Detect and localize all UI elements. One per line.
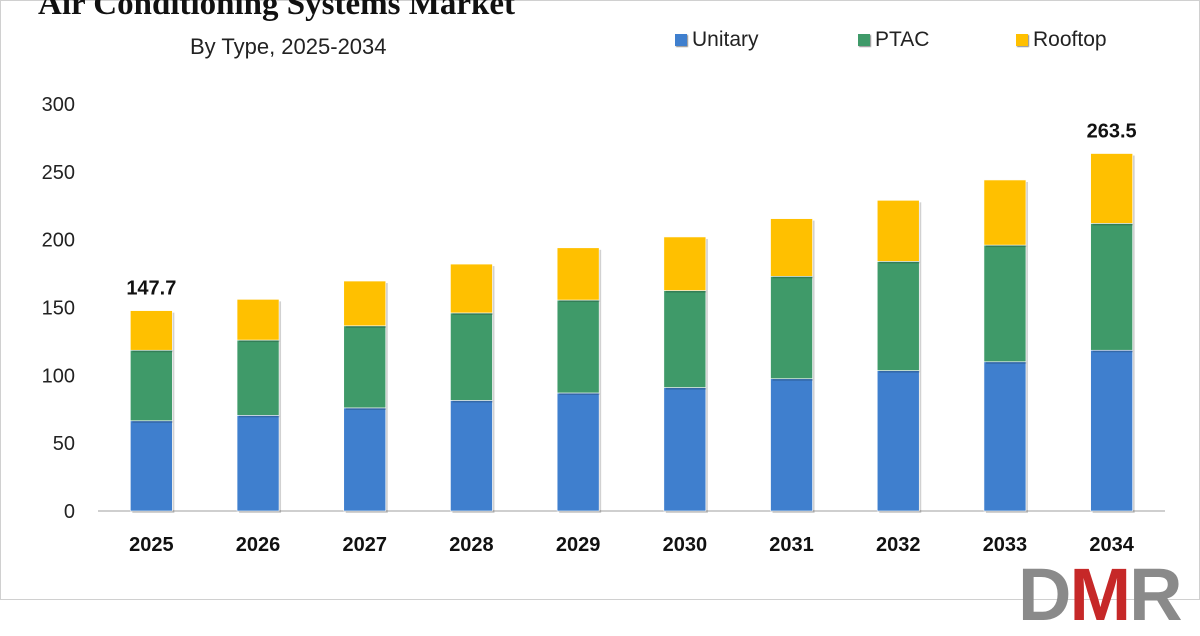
y-tick-label: 0 [64, 501, 75, 523]
brand-logo: DMR [1018, 553, 1183, 636]
bar-segment-unitary [236, 415, 280, 512]
y-tick-label: 50 [53, 433, 75, 455]
x-tick-label: 2026 [236, 534, 281, 556]
bar-segment-ptac [663, 290, 707, 388]
legend-label-ptac: PTAC [875, 28, 930, 51]
bar-segment-ptac [556, 299, 600, 394]
chart-subtitle: By Type, 2025-2034 [190, 34, 387, 59]
legend-swatch-unitary [675, 34, 687, 46]
bar-segment-unitary [770, 378, 813, 512]
legend-item-rooftop: Rooftop [1016, 28, 1107, 52]
bar-segment-unitary [556, 392, 600, 512]
bar-segment-ptac [343, 325, 387, 409]
chart-title: Air Conditioning Systems Market [38, 0, 515, 22]
y-tick-label: 200 [42, 230, 75, 252]
bar-segment-rooftop [1090, 153, 1133, 224]
bar-segment-ptac [236, 339, 280, 416]
x-tick-label: 2025 [129, 534, 174, 556]
stacked-bar-chart: 0 50 100 150 200 250 300 2025 2026 2027 2028 2029 20… [42, 94, 1165, 556]
bar-segment-ptac [983, 244, 1027, 363]
x-tick-label: 2034 [1089, 534, 1134, 556]
bar-segment-rooftop [343, 280, 387, 327]
total-value-label: 263.5 [1087, 121, 1137, 143]
bar-segment-unitary [343, 407, 387, 512]
bar-segment-rooftop [876, 200, 920, 262]
bar-segment-unitary [983, 361, 1027, 512]
legend-label-rooftop: Rooftop [1033, 28, 1107, 51]
legend-item-unitary: Unitary [675, 28, 759, 52]
y-tick-label: 250 [42, 162, 75, 184]
bar-segment-unitary [876, 370, 920, 512]
bar-segment-ptac [130, 349, 173, 422]
bar-segment-rooftop [663, 236, 707, 291]
chart-legend: Unitary PTAC Rooftop [0, 28, 1200, 58]
bar-segment-unitary [663, 387, 707, 512]
bar-segment-unitary [130, 420, 173, 512]
total-value-label: 147.7 [126, 278, 176, 300]
bar-segment-ptac [770, 275, 813, 380]
bar-segment-ptac [876, 261, 920, 371]
x-tick-label: 2030 [663, 534, 708, 556]
bar-segment-unitary [450, 400, 493, 512]
x-tick-label: 2032 [876, 534, 921, 556]
legend-swatch-ptac [858, 34, 870, 46]
x-tick-label: 2029 [556, 534, 601, 556]
y-tick-label: 150 [42, 298, 75, 320]
bar-segment-rooftop [450, 263, 493, 314]
bar-segment-unitary [1090, 349, 1133, 512]
bar-segment-rooftop [770, 218, 813, 277]
y-tick-label: 300 [42, 94, 75, 116]
legend-swatch-rooftop [1016, 34, 1028, 46]
bar-segment-rooftop [236, 299, 280, 341]
bar-segment-ptac [1090, 223, 1133, 351]
bar-segment-rooftop [130, 310, 173, 351]
legend-item-ptac: PTAC [858, 28, 929, 52]
bar-segment-ptac [450, 312, 493, 401]
legend-label-unitary: Unitary [692, 28, 759, 51]
bar-segment-rooftop [983, 179, 1027, 246]
x-tick-label: 2033 [983, 534, 1028, 556]
y-tick-label: 100 [42, 365, 75, 387]
x-tick-label: 2031 [769, 534, 814, 556]
x-tick-label: 2028 [449, 534, 494, 556]
bar-segment-rooftop [556, 247, 600, 301]
x-tick-label: 2027 [343, 534, 388, 556]
